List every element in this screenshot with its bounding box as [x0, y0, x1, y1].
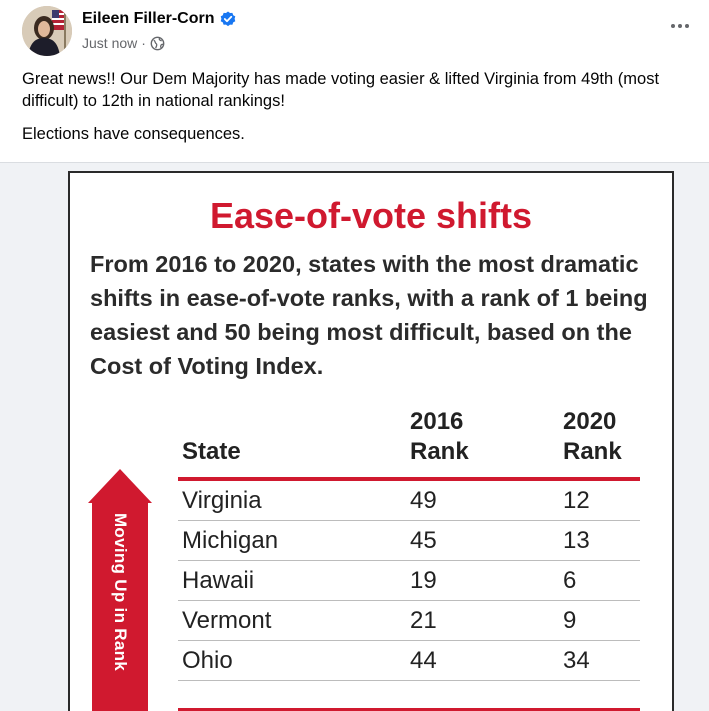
- header-rule: [178, 477, 640, 481]
- up-arrow-icon: [88, 469, 152, 711]
- post-paragraph: Elections have consequences.: [22, 125, 245, 143]
- header-2020-rank: Rank: [563, 438, 622, 465]
- verified-badge-icon: [221, 11, 236, 27]
- rank-2016-cell: 49: [410, 487, 437, 514]
- header-2020-year: 2020: [563, 408, 617, 435]
- avatar[interactable]: [22, 6, 72, 56]
- post-image[interactable]: Ease-of-vote shifts From 2016 to 2020, s…: [0, 163, 709, 711]
- post-message: Great news!! Our Dem Majority has made v…: [22, 68, 702, 156]
- more-options-icon[interactable]: [667, 16, 693, 36]
- header-2016-rank: Rank: [410, 438, 469, 465]
- table-row: Vermont 21 9: [178, 601, 640, 641]
- author-name[interactable]: Eileen Filler-Corn: [82, 10, 236, 28]
- infographic: Ease-of-vote shifts From 2016 to 2020, s…: [68, 171, 674, 711]
- arrow-label: Moving Up in Rank: [88, 469, 152, 711]
- table-row: Virginia 49 12: [178, 481, 640, 521]
- meta-separator: ·: [141, 35, 146, 51]
- timestamp[interactable]: Just now: [82, 35, 138, 51]
- arrow-label-text: Moving Up in Rank: [111, 512, 131, 672]
- state-cell: Virginia: [182, 487, 262, 514]
- table-row: Hawaii 19 6: [178, 561, 640, 601]
- bottom-rule: [178, 708, 640, 711]
- globe-icon[interactable]: [150, 36, 165, 51]
- rank-2016-cell: 45: [410, 527, 437, 554]
- avatar-image: [22, 6, 72, 56]
- state-cell: Vermont: [182, 607, 272, 634]
- rank-2016-cell: 19: [410, 567, 437, 594]
- rank-2020-cell: 6: [563, 567, 577, 594]
- post-divider: [0, 162, 709, 163]
- table-row: Ohio 44 34: [178, 641, 640, 681]
- rank-2016-cell: 21: [410, 607, 437, 634]
- post-paragraph: Great news!! Our Dem Majority has made v…: [22, 70, 660, 110]
- author-name-text[interactable]: Eileen Filler-Corn: [82, 10, 215, 27]
- rank-2020-cell: 34: [563, 647, 590, 674]
- more-dot: [678, 24, 682, 28]
- table-row: Michigan 45 13: [178, 521, 640, 561]
- state-cell: Hawaii: [182, 567, 255, 594]
- post-header: Eileen Filler-Corn Just now ·: [22, 6, 709, 58]
- state-cell: Michigan: [182, 527, 279, 554]
- more-dot: [671, 24, 675, 28]
- header-state: State: [182, 438, 241, 465]
- header-2016-year: 2016: [410, 408, 464, 435]
- rank-2020-cell: 13: [563, 527, 590, 554]
- graphic-subtitle: From 2016 to 2020, states with the most …: [90, 251, 648, 379]
- rank-2016-cell: 44: [410, 647, 437, 674]
- graphic-title: Ease-of-vote shifts: [209, 195, 533, 236]
- state-cell: Ohio: [182, 647, 233, 674]
- more-dot: [685, 24, 689, 28]
- rank-2020-cell: 9: [563, 607, 577, 634]
- post-meta: Just now ·: [82, 35, 165, 51]
- rank-2020-cell: 12: [563, 487, 590, 514]
